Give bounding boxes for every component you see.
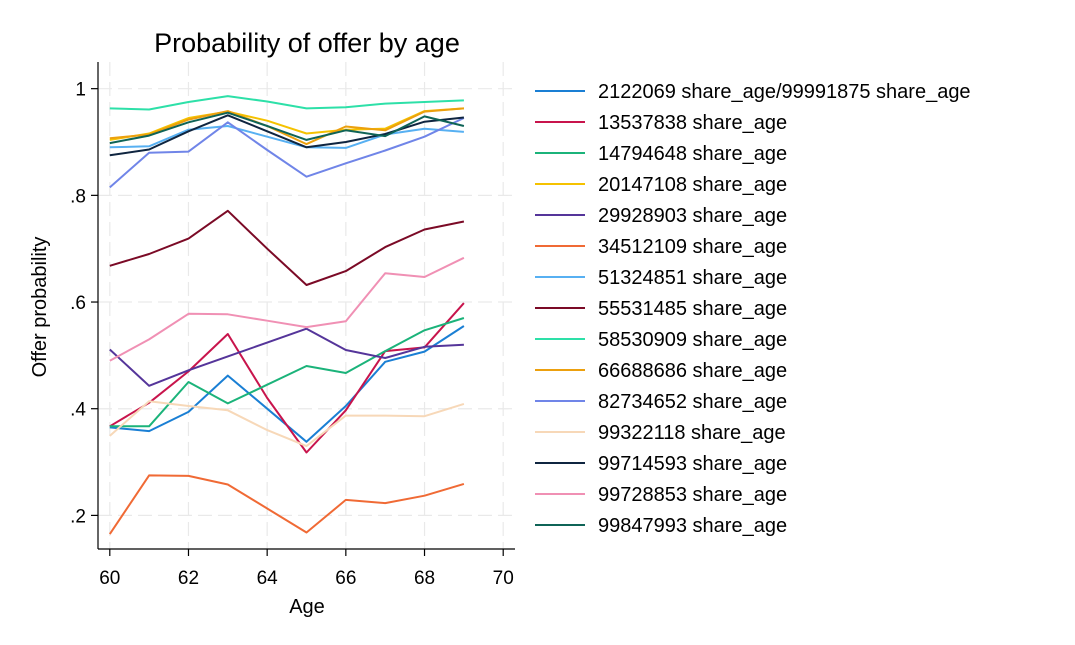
- series-line: [109, 327, 464, 387]
- legend-label: 82734652 share_age: [598, 391, 787, 413]
- series-line: [109, 114, 465, 157]
- series-line: [109, 95, 464, 111]
- series-line: [109, 107, 464, 146]
- legend-label: 13537838 share_age: [598, 112, 787, 134]
- legend-label: 99728853 share_age: [598, 484, 787, 506]
- legend-label: 99322118 share_age: [598, 422, 786, 444]
- series-line: [109, 209, 465, 286]
- y-tick-label: .6: [70, 293, 86, 314]
- series-line: [109, 117, 465, 189]
- y-tick-label: .8: [70, 186, 86, 207]
- legend-label: 2122069 share_age/99991875 share_age: [598, 81, 971, 103]
- legend-label: 20147108 share_age: [598, 174, 787, 196]
- legend-label: 14794648 share_age: [598, 143, 787, 165]
- legend-label: 99847993 share_age: [598, 515, 787, 537]
- y-axis-label: Offer probability: [29, 237, 51, 378]
- x-axis-label: Age: [289, 596, 325, 618]
- y-tick-label: .4: [70, 400, 86, 421]
- series-line: [109, 125, 464, 149]
- y-tick-label: .2: [70, 506, 86, 527]
- series-line: [109, 256, 465, 362]
- legend-label: 55531485 share_age: [598, 298, 787, 320]
- legend-label: 99714593 share_age: [598, 453, 787, 475]
- series-lines: [108, 95, 465, 535]
- axes: [97, 62, 515, 550]
- x-tick-label: 60: [99, 568, 120, 589]
- legend-label: 66688686 share_age: [598, 360, 787, 382]
- chart-title: Probability of offer by age: [154, 28, 460, 58]
- series-line: [108, 474, 465, 535]
- series-line: [109, 111, 465, 145]
- axis-ticks: .2 .4 .6 .8 1 60 62 64 66 68 70: [70, 80, 514, 589]
- x-tick-label: 68: [414, 568, 435, 589]
- y-tick-label: 1: [75, 80, 86, 101]
- x-tick-label: 66: [335, 568, 356, 589]
- legend: 2122069 share_age/99991875 share_age 1353…: [535, 81, 971, 537]
- x-tick-label: 70: [493, 568, 514, 589]
- series-line: [109, 302, 465, 454]
- series-line: [109, 400, 465, 448]
- series-line: [109, 317, 465, 428]
- legend-label: 51324851 share_age: [598, 267, 787, 289]
- legend-label: 29928903 share_age: [598, 205, 787, 227]
- legend-label: 58530909 share_age: [598, 329, 787, 351]
- x-tick-label: 64: [257, 568, 279, 589]
- grid-lines: [98, 62, 515, 549]
- x-tick-label: 62: [178, 568, 199, 589]
- legend-label: 34512109 share_age: [598, 236, 787, 258]
